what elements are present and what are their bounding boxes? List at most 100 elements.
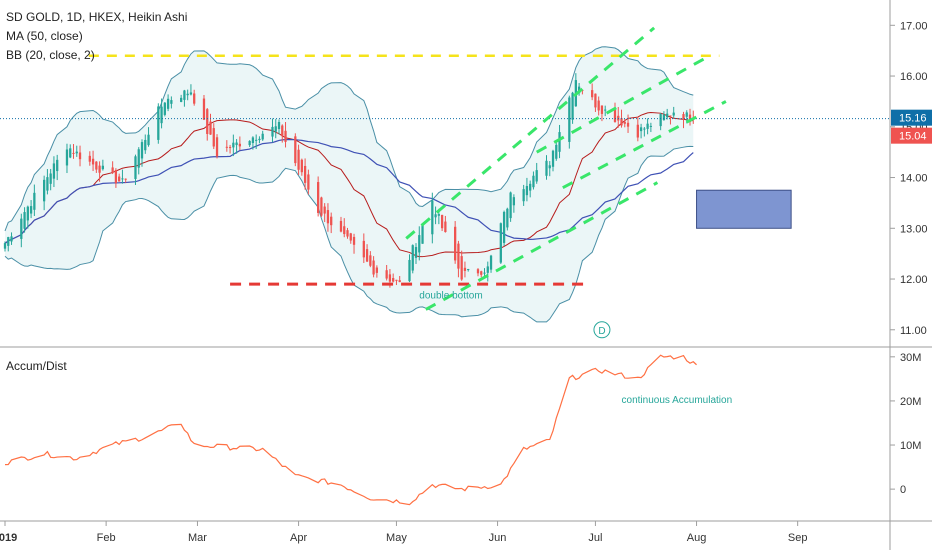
candle-body bbox=[140, 142, 144, 159]
candle-body bbox=[551, 150, 555, 167]
candle-body bbox=[483, 272, 486, 274]
candle-body bbox=[682, 114, 685, 120]
continuous-accumulation-label: continuous Accumulation bbox=[622, 395, 733, 406]
candle-body bbox=[558, 132, 561, 152]
candle-body bbox=[463, 267, 467, 271]
candle-body bbox=[157, 106, 160, 140]
candle-body bbox=[385, 270, 388, 279]
candle-body bbox=[65, 149, 69, 166]
candle-body bbox=[620, 118, 623, 126]
candle-body bbox=[685, 112, 688, 117]
candle-body bbox=[512, 197, 516, 206]
channel-mid-line bbox=[562, 100, 727, 190]
candle-body bbox=[166, 98, 170, 109]
candle-body bbox=[225, 146, 228, 148]
candle-body bbox=[604, 109, 607, 111]
candle-body bbox=[255, 139, 258, 141]
time-tick-label: Apr bbox=[290, 532, 307, 544]
candle-body bbox=[33, 192, 36, 210]
candle-body bbox=[134, 156, 137, 179]
candle-body bbox=[626, 122, 630, 127]
candle-body bbox=[303, 165, 307, 183]
candle-body bbox=[88, 155, 91, 162]
symbol-legend[interactable]: SD GOLD, 1D, HKEX, Heikin Ashi bbox=[6, 10, 188, 24]
candle-body bbox=[46, 177, 49, 191]
price-tick-label: 17.00 bbox=[900, 20, 928, 32]
candle-body bbox=[193, 93, 196, 104]
candle-body bbox=[499, 223, 502, 263]
candle-body bbox=[300, 159, 303, 173]
channel-lower-line bbox=[425, 181, 659, 311]
bollinger-band-fill bbox=[5, 46, 694, 322]
candle-body bbox=[20, 218, 23, 239]
candle-body bbox=[323, 206, 326, 214]
candle-body bbox=[659, 113, 662, 127]
candle-body bbox=[408, 259, 411, 282]
candle-body bbox=[7, 237, 10, 246]
candle-body bbox=[349, 233, 352, 241]
candle-body bbox=[418, 235, 421, 253]
candle-body bbox=[343, 226, 346, 235]
bb-legend[interactable]: BB (20, close, 2) bbox=[6, 48, 95, 62]
candle-body bbox=[26, 206, 29, 221]
candle-body bbox=[180, 97, 183, 102]
candle-body bbox=[365, 249, 369, 262]
candle-body bbox=[568, 97, 571, 142]
candle-body bbox=[330, 216, 333, 226]
candle-body bbox=[23, 212, 26, 229]
ma50-line bbox=[4, 138, 694, 245]
candle-body bbox=[281, 125, 284, 137]
ad-legend[interactable]: Accum/Dist bbox=[6, 359, 67, 373]
candle-body bbox=[613, 109, 617, 122]
candle-body bbox=[669, 115, 672, 117]
candle-body bbox=[10, 236, 13, 242]
candle-body bbox=[395, 279, 398, 281]
candle-body bbox=[489, 255, 493, 270]
ma-price-tag-label: 15.04 bbox=[899, 131, 927, 143]
candle-body bbox=[454, 226, 457, 261]
price-tick-label: 14.00 bbox=[900, 173, 928, 185]
candle-body bbox=[437, 214, 440, 216]
candle-body bbox=[486, 266, 489, 273]
channel-upper-line-1 bbox=[405, 26, 656, 240]
candle-body bbox=[98, 165, 101, 173]
time-tick-label: Mar bbox=[188, 532, 207, 544]
ma-legend[interactable]: MA (50, close) bbox=[6, 29, 83, 43]
candle-body bbox=[522, 189, 525, 202]
candle-body bbox=[457, 243, 460, 269]
candle-body bbox=[215, 137, 219, 157]
candle-body bbox=[639, 127, 643, 132]
candle-body bbox=[617, 115, 620, 121]
candle-body bbox=[111, 167, 114, 173]
candle-body bbox=[434, 214, 437, 218]
bollinger-lower-band bbox=[4, 145, 694, 323]
candle-body bbox=[440, 214, 444, 229]
candle-body bbox=[467, 269, 470, 271]
candle-body bbox=[258, 138, 261, 141]
candle-body bbox=[277, 121, 281, 130]
candle-body bbox=[545, 160, 548, 176]
candle-body bbox=[235, 142, 238, 146]
candle-body bbox=[284, 130, 287, 142]
candle-body bbox=[75, 151, 78, 154]
candle-body bbox=[320, 197, 323, 216]
dividend-marker-label: D bbox=[598, 326, 605, 337]
candle-body bbox=[326, 210, 330, 224]
candle-body bbox=[43, 179, 46, 202]
candle-body bbox=[307, 174, 310, 190]
candle-body bbox=[95, 161, 98, 170]
price-tick-label: 12.00 bbox=[900, 274, 928, 286]
candle-body bbox=[421, 224, 424, 244]
candle-body bbox=[594, 93, 597, 108]
candle-body bbox=[121, 178, 124, 180]
candle-body bbox=[646, 123, 649, 129]
price-tick-label: 11.00 bbox=[900, 325, 927, 337]
candle-body bbox=[352, 236, 356, 245]
candle-body bbox=[56, 159, 59, 172]
time-tick-label: May bbox=[386, 532, 407, 544]
last-price-tag bbox=[891, 109, 932, 126]
candle-body bbox=[238, 143, 242, 147]
accum-dist-line bbox=[4, 354, 697, 506]
double-bottom-label: double bottom bbox=[419, 290, 482, 301]
